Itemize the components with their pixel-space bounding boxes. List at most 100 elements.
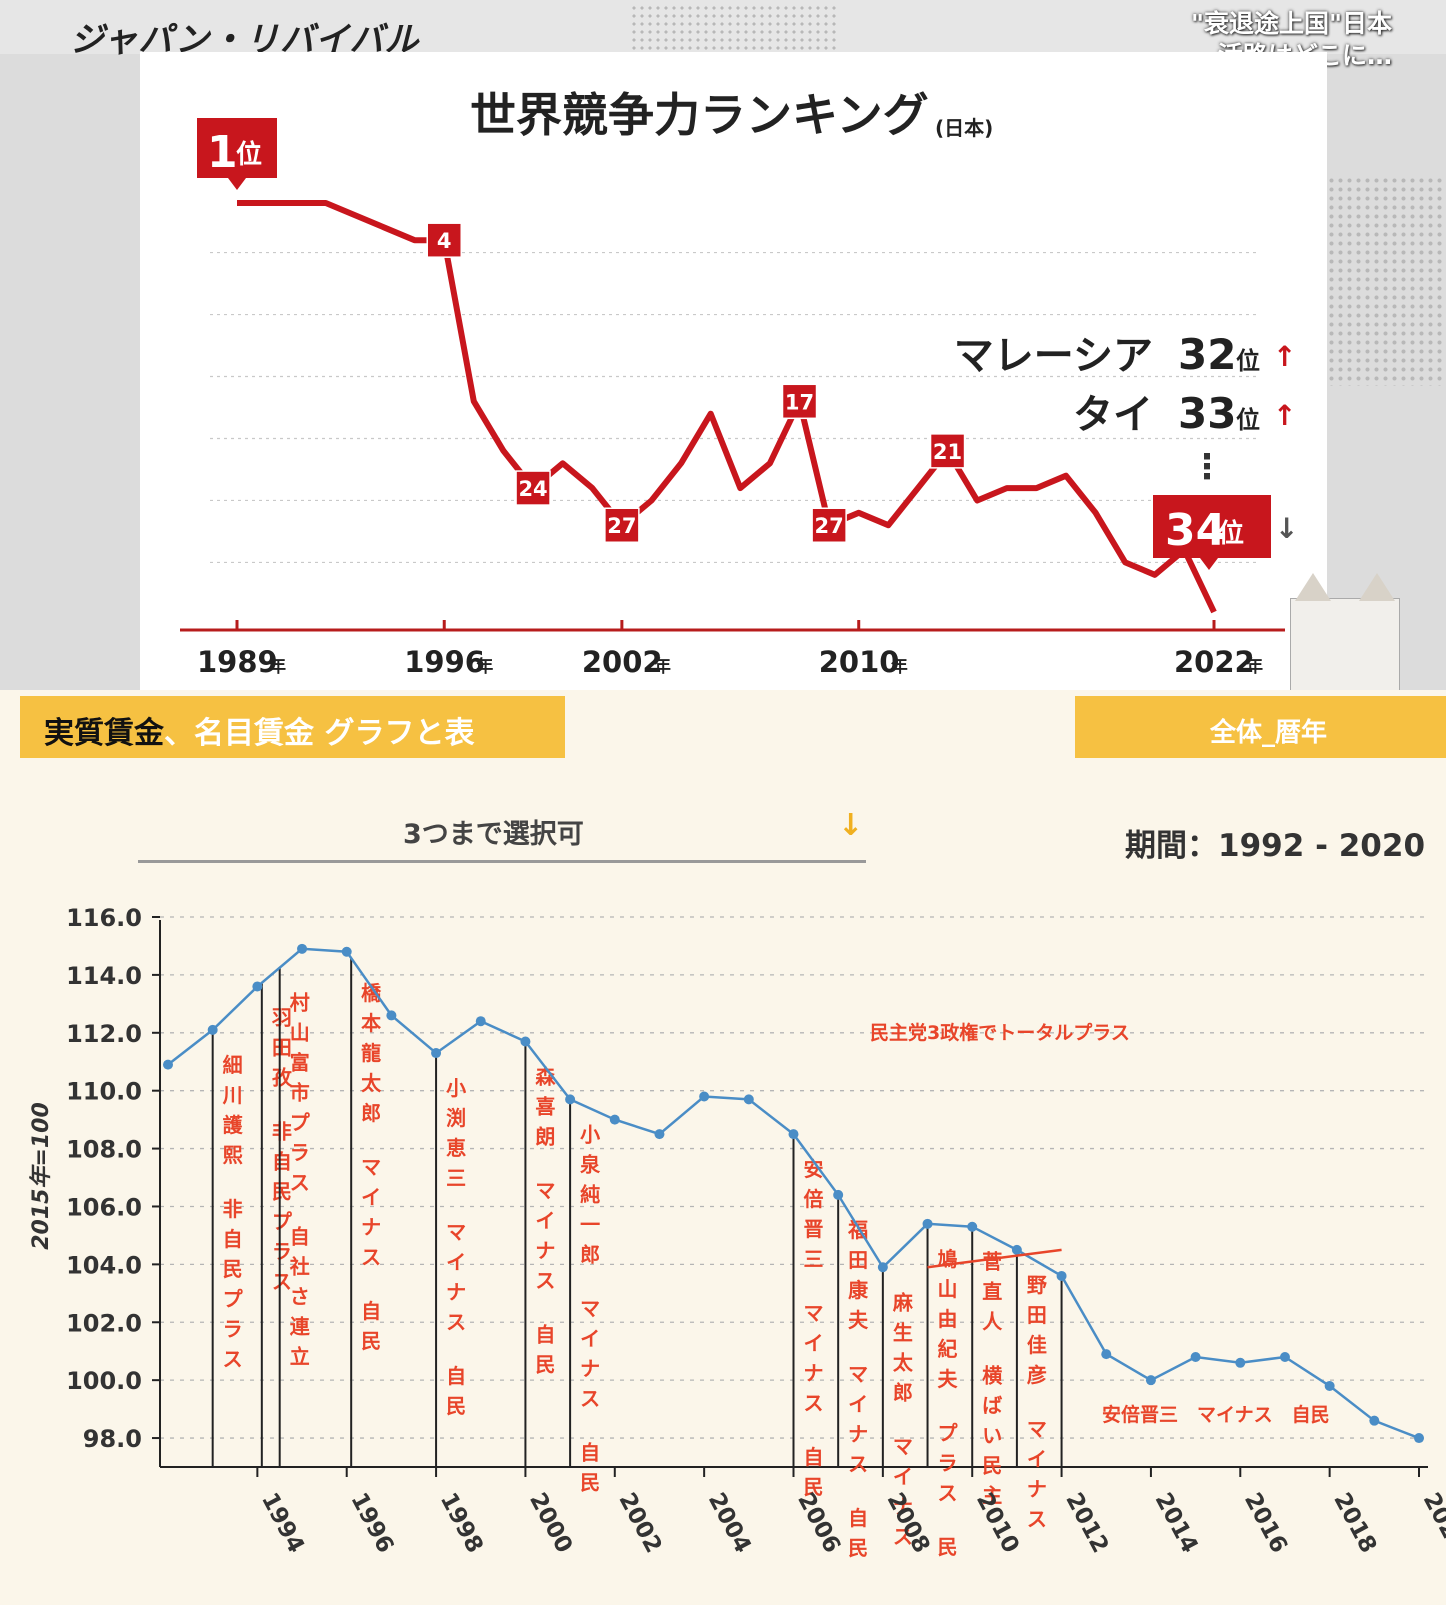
pm-annotation-char: ス — [446, 1310, 466, 1334]
pm-annotation-char: プ — [290, 1111, 311, 1135]
rank-unit: 位 — [1236, 406, 1260, 434]
arrow-up-icon: ↑ — [1273, 399, 1296, 432]
point-label-badge: 27 — [604, 507, 640, 543]
pm-annotation-char: 村 — [290, 991, 310, 1015]
pm-annotation-char: 自 — [290, 1225, 310, 1249]
pm-annotation-char: 羽 — [272, 1006, 292, 1030]
last-rank-unit: 位 — [1218, 518, 1244, 549]
data-point — [833, 1189, 844, 1200]
pm-annotation-char: イ — [361, 1185, 381, 1209]
pm-annotation-char: 太 — [893, 1350, 914, 1374]
caption-line: "衰退途上国"日本 — [1190, 9, 1392, 38]
data-point — [207, 1024, 218, 1035]
data-point — [1011, 1244, 1022, 1255]
pm-annotation-char: 自 — [223, 1227, 243, 1251]
pm-annotation-char: 小 — [580, 1122, 600, 1146]
pm-annotation-char: ナ — [848, 1422, 868, 1446]
pm-annotation-char: 民 — [804, 1475, 824, 1499]
data-point — [1279, 1352, 1290, 1362]
x-tick-unit: 年 — [269, 656, 286, 677]
category-tab[interactable]: 全体_暦年 — [1075, 696, 1446, 758]
x-tick-unit: 年 — [1246, 656, 1263, 677]
y-tick-label: 98.0 — [83, 1425, 142, 1453]
pm-annotation-char: ナ — [1027, 1477, 1047, 1501]
point-label-badge: 21 — [929, 433, 966, 469]
pm-annotation-char: ナ — [580, 1356, 600, 1380]
pm-annotation-char: 主 — [982, 1484, 1002, 1508]
data-point — [1369, 1415, 1380, 1426]
pm-annotation-char: 自 — [446, 1364, 466, 1388]
pm-annotation-char: 三 — [804, 1247, 824, 1271]
pm-annotation-char: マ — [446, 1220, 466, 1244]
ranking-panel: ジャパン・リバイバル "衰退途上国"日本 活路はどこに… 世界競争力ランキング … — [0, 0, 1446, 690]
comparison-thailand: タイ 33 位 ↑ — [1073, 389, 1296, 438]
data-point — [609, 1114, 620, 1125]
pm-annotation-char: さ — [290, 1285, 310, 1309]
pm-annotation-char: 民 — [223, 1257, 243, 1281]
pm-annotation-char: 倍 — [804, 1187, 824, 1211]
x-tick-label: 2018 — [1328, 1489, 1381, 1558]
wage-header-title: 実質賃金、名目賃金 グラフと表 — [44, 708, 474, 752]
data-point — [877, 1262, 888, 1273]
y-axis-label: 2015年=100 — [28, 1102, 54, 1250]
pm-annotation-char: 市 — [290, 1081, 310, 1105]
x-tick-label: 1989 — [197, 645, 278, 679]
first-rank-badge: 1 位 — [197, 118, 277, 190]
pm-annotation-char: 郎 — [893, 1380, 913, 1404]
pm-annotation-char: い — [982, 1424, 1002, 1448]
pm-annotation-char: 民 — [580, 1470, 600, 1494]
pm-annotation-char: ス — [893, 1524, 913, 1548]
dot-pattern-decoration — [1327, 176, 1446, 386]
point-badge-box — [811, 507, 847, 543]
pm-annotation-char: 非 — [223, 1197, 243, 1221]
chevron-down-icon[interactable]: ↓ — [838, 808, 864, 843]
pm-annotation-char: 熙 — [223, 1143, 243, 1167]
pm-annotation-char: ラ — [272, 1240, 292, 1264]
y-tick-label: 100.0 — [66, 1367, 142, 1395]
mascot-ear — [1359, 573, 1395, 601]
pm-annotation-char: 郎 — [580, 1242, 600, 1266]
pm-annotation-char: 孜 — [272, 1066, 293, 1090]
first-rank-unit: 位 — [236, 139, 262, 170]
pm-annotation-char: イ — [1027, 1447, 1047, 1471]
x-tick-label: 2012 — [1060, 1489, 1113, 1558]
pm-annotation-char: 自 — [272, 1150, 292, 1174]
pm-annotation-char: 龍 — [361, 1041, 381, 1065]
pm-annotation-char: プ — [223, 1287, 244, 1311]
header-real-wage: 実質賃金 — [44, 716, 164, 751]
pm-annotation-char: 非 — [272, 1120, 292, 1144]
wage-chart: 116.0 114.0 112.0 110.0 108.0 106.0 104.0 102.0… — [28, 904, 1446, 1560]
pm-annotation-char: 野 — [1027, 1273, 1047, 1297]
data-point — [1145, 1375, 1156, 1386]
first-rank-number: 1 — [207, 127, 238, 178]
point-label-text: 27 — [607, 514, 636, 538]
point-label-badge: 24 — [515, 470, 551, 506]
pm-annotation-char: 夫 — [848, 1308, 869, 1332]
pm-annotation-char: イ — [580, 1326, 600, 1350]
header-rest: 、名目賃金 グラフと表 — [164, 716, 475, 751]
pm-annotation-char: 人 — [982, 1310, 1003, 1334]
point-labels: 4 24 27 17 27 21 — [426, 222, 966, 543]
data-point — [520, 1036, 531, 1047]
point-badge-box — [515, 470, 551, 506]
pm-annotation-char: 連 — [290, 1315, 311, 1339]
pm-annotation-char: ナ — [361, 1215, 381, 1239]
y-tick-label: 106.0 — [66, 1193, 142, 1221]
ellipsis-vertical: ⋮ — [1190, 447, 1224, 487]
x-tick-label: 2004 — [703, 1489, 756, 1558]
data-point — [1056, 1270, 1067, 1281]
pm-annotation-char: 喜 — [535, 1094, 555, 1118]
dpj-annotation: 民主党3政権でトータルプラス — [870, 1021, 1130, 1044]
x-tick-label: 2000 — [524, 1489, 577, 1558]
pm-annotation-char: 麻 — [892, 1290, 914, 1314]
pm-annotation-char: 直 — [982, 1280, 1002, 1304]
pm-annotation-char: ス — [361, 1245, 381, 1269]
x-tick-unit: 年 — [654, 656, 671, 677]
data-point — [341, 946, 352, 957]
x-tick-unit: 年 — [891, 656, 908, 677]
pm-annotation-char: プ — [272, 1210, 293, 1234]
series-selector[interactable]: 3つまで選択可 ↓ — [138, 800, 866, 863]
point-label-badge: 27 — [811, 507, 847, 543]
pm-annotation-char: 自 — [848, 1506, 868, 1530]
